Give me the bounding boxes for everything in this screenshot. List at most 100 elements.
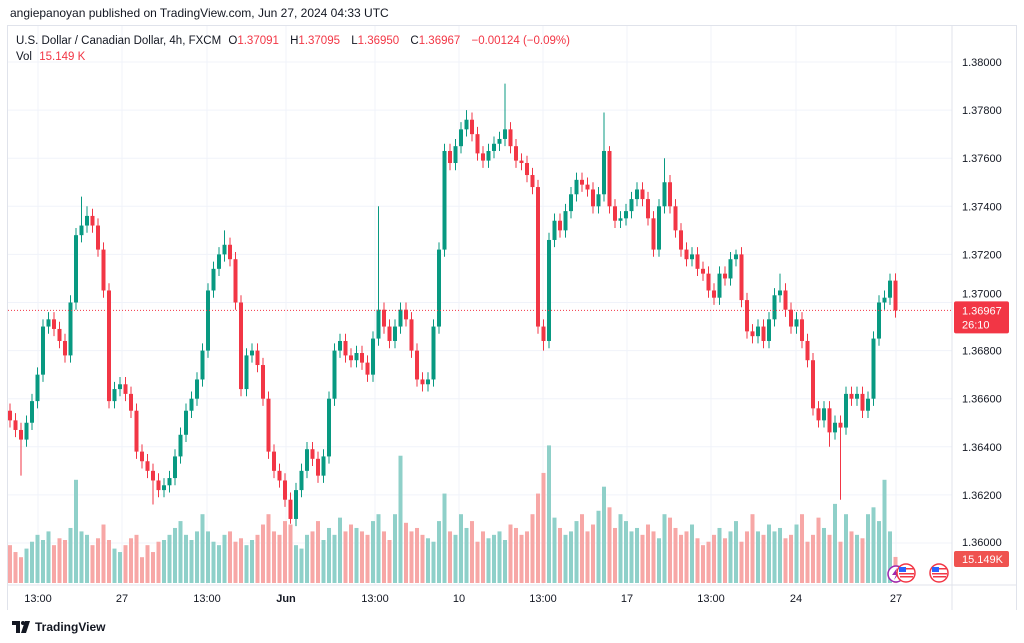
candle-body <box>261 365 265 399</box>
candle-body <box>360 353 364 363</box>
volume-bar <box>816 517 821 583</box>
candle-body <box>574 179 579 195</box>
volume-bar <box>404 522 408 583</box>
volume-bar <box>283 521 287 583</box>
candle-body <box>255 350 260 366</box>
time-tick: 13:00 <box>529 593 557 605</box>
chart-frame <box>7 25 1017 610</box>
price-tick: 1.37600 <box>962 153 1002 165</box>
candle-body <box>68 302 73 356</box>
volume-bar <box>63 540 67 583</box>
volume-bar <box>723 538 727 583</box>
volume-bar <box>756 531 760 583</box>
candle-body <box>624 211 628 219</box>
candle-body <box>618 218 623 221</box>
last-price-badge: 1.36967 26:10 <box>954 301 1009 334</box>
price-tick: 1.36400 <box>962 442 1002 454</box>
candle-body <box>244 355 249 390</box>
event-markers[interactable] <box>887 563 949 583</box>
volume-row: Vol 15.149 K <box>16 49 574 65</box>
volume-bar <box>349 524 353 583</box>
candle-body <box>492 143 496 151</box>
candle-body <box>525 163 529 176</box>
candle-body <box>580 179 584 185</box>
volume-bar <box>134 534 139 583</box>
candle-body <box>629 199 634 212</box>
us-flag-event-icon[interactable] <box>929 563 949 583</box>
candle-body <box>162 485 166 491</box>
candle-body <box>294 490 298 519</box>
price-tick: 1.37200 <box>962 249 1002 261</box>
candle-body <box>387 326 392 341</box>
volume-bar <box>860 538 865 583</box>
volume-bar <box>211 541 216 583</box>
price-tick: 1.36800 <box>962 346 1002 358</box>
volume-bar <box>503 540 507 583</box>
volume-bar <box>800 514 804 583</box>
volume-bar <box>789 534 793 583</box>
symbol-description[interactable]: U.S. Dollar / Canadian Dollar, 4h, FXCM <box>16 35 222 47</box>
candle-body <box>547 239 551 341</box>
last-price-value: 1.36967 <box>962 305 1002 317</box>
volume-bar <box>706 541 711 583</box>
volume-bar <box>360 531 364 583</box>
candle-body <box>679 230 683 250</box>
volume-bar <box>734 521 738 583</box>
volume-bar <box>387 540 392 583</box>
candle-body <box>321 456 326 476</box>
candle-body <box>701 268 705 274</box>
volume-bar <box>239 538 243 583</box>
time-tick: 13:00 <box>24 593 52 605</box>
volume-bar <box>492 534 496 583</box>
volume-bar <box>85 534 89 583</box>
volume-bar <box>712 534 716 583</box>
volume-bar <box>68 527 73 583</box>
bar-countdown: 26:10 <box>962 319 990 331</box>
candle-body <box>189 398 194 411</box>
tradingview-logo[interactable]: TradingView <box>12 620 105 634</box>
candle-body <box>156 480 161 491</box>
volume-bar <box>233 541 238 583</box>
candle-body <box>343 340 348 356</box>
candle-body <box>272 451 276 471</box>
volume-bar <box>481 531 485 583</box>
volume-bar <box>772 531 777 583</box>
candle-body <box>112 389 117 402</box>
candle-body <box>530 175 535 188</box>
candle-body <box>552 220 557 240</box>
candle-body <box>877 302 881 339</box>
volume-bar <box>371 521 375 583</box>
candle-body <box>200 350 205 380</box>
candle-body <box>514 146 518 161</box>
candle-body <box>57 328 62 341</box>
candle-body <box>745 300 749 332</box>
candle-body <box>668 182 672 207</box>
volume-bar <box>701 545 705 583</box>
volume-bar <box>173 527 177 583</box>
volume-bar <box>178 521 183 583</box>
candle-body <box>712 290 716 298</box>
time-tick: 27 <box>890 593 902 605</box>
candle-body <box>805 340 810 361</box>
candle-body <box>415 350 419 380</box>
candle-body <box>448 150 452 164</box>
candle-body <box>195 379 199 399</box>
volume-bar <box>272 531 276 583</box>
time-tick: Jun <box>276 593 296 605</box>
candle-body <box>508 129 513 147</box>
volume-bar <box>486 538 491 583</box>
volume-bar <box>569 531 573 583</box>
volume-bar <box>415 527 419 583</box>
us-flag-event-icon[interactable] <box>896 563 916 583</box>
candle-body <box>409 319 414 351</box>
volume-bar <box>794 524 799 583</box>
volume-bar <box>123 545 128 583</box>
time-tick: 10 <box>453 593 465 605</box>
price-axis[interactable]: 1.38000 1.37800 1.37600 1.37400 1.37200 … <box>962 57 1002 549</box>
volume-bar <box>662 514 667 583</box>
time-axis[interactable]: 13:00 27 13:00 Jun 13:00 10 13:00 17 13:… <box>24 593 902 605</box>
volume-bar <box>321 540 326 583</box>
candle-body <box>750 331 755 337</box>
candle-body <box>442 150 447 250</box>
